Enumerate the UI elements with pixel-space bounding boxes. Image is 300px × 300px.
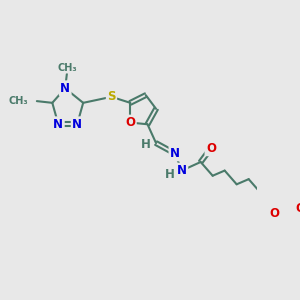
Text: N: N	[72, 118, 82, 131]
Text: N: N	[53, 118, 63, 131]
Text: CH₃: CH₃	[9, 96, 28, 106]
Text: N: N	[60, 82, 70, 95]
Text: S: S	[107, 90, 116, 103]
Text: O: O	[125, 116, 135, 129]
Text: H: H	[141, 138, 151, 152]
Text: O: O	[269, 207, 279, 220]
Text: N: N	[170, 147, 180, 160]
Text: O: O	[206, 142, 216, 155]
Text: H: H	[165, 167, 175, 181]
Text: N: N	[177, 164, 187, 177]
Text: CH₃: CH₃	[57, 63, 77, 73]
Text: O: O	[295, 202, 300, 215]
